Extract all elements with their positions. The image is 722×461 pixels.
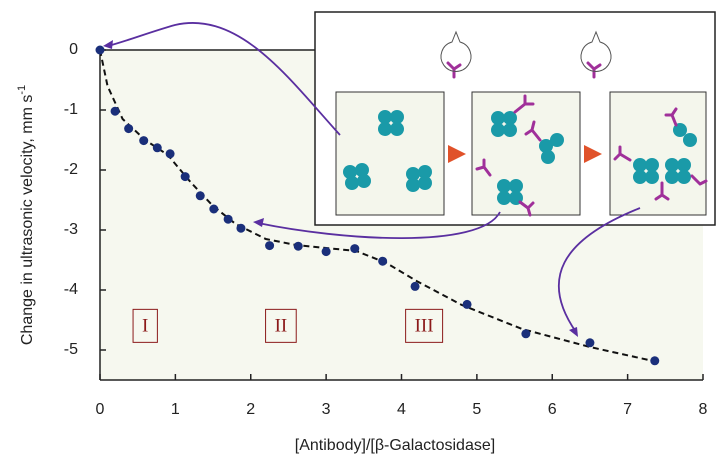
region-label: I (142, 315, 148, 336)
x-tick-label: 2 (246, 401, 255, 418)
x-tick-label: 0 (96, 401, 105, 418)
data-point (181, 172, 190, 181)
x-tick-label: 8 (699, 401, 708, 418)
data-point (411, 282, 420, 291)
y-label-superscript: -1 (16, 85, 28, 95)
data-point (111, 107, 120, 116)
data-point (463, 300, 472, 309)
data-point (236, 224, 245, 233)
x-tick-label: 7 (623, 401, 632, 418)
x-tick-label: 5 (472, 401, 481, 418)
data-point (209, 205, 218, 214)
data-point (166, 149, 175, 158)
y-axis-label: Change in ultrasonic velocity, mm s-1 (16, 85, 36, 345)
region-label: II (275, 315, 288, 336)
data-point (322, 247, 331, 256)
data-point (153, 143, 162, 152)
x-tick-label: 1 (171, 401, 180, 418)
chart: [Antibody]/[β-Galactosidase] Change in u… (0, 0, 722, 461)
data-point (294, 242, 303, 251)
y-tick-label: -3 (64, 221, 78, 238)
data-point (96, 46, 105, 55)
data-point (378, 257, 387, 266)
y-tick-label: 0 (69, 41, 78, 58)
x-tick-label: 6 (548, 401, 557, 418)
inset-diagram (315, 12, 715, 225)
x-tick-label: 3 (322, 401, 331, 418)
y-tick-label: -5 (64, 341, 78, 358)
x-axis-label: [Antibody]/[β-Galactosidase] (295, 437, 495, 454)
data-point (124, 124, 133, 133)
region-label: III (415, 315, 434, 336)
panel (336, 92, 444, 215)
data-point (265, 241, 274, 250)
data-point (224, 215, 233, 224)
x-tick-label: 4 (397, 401, 406, 418)
y-tick-label: -1 (64, 101, 78, 118)
data-point (585, 338, 594, 347)
y-tick-label: -4 (64, 281, 78, 298)
y-tick-label: -2 (64, 161, 78, 178)
data-point (650, 356, 659, 365)
data-point (139, 136, 148, 145)
data-point (350, 244, 359, 253)
data-point (521, 329, 530, 338)
panel (472, 92, 580, 215)
data-point (196, 191, 205, 200)
y-label-text: Change in ultrasonic velocity, mm s (19, 95, 36, 345)
